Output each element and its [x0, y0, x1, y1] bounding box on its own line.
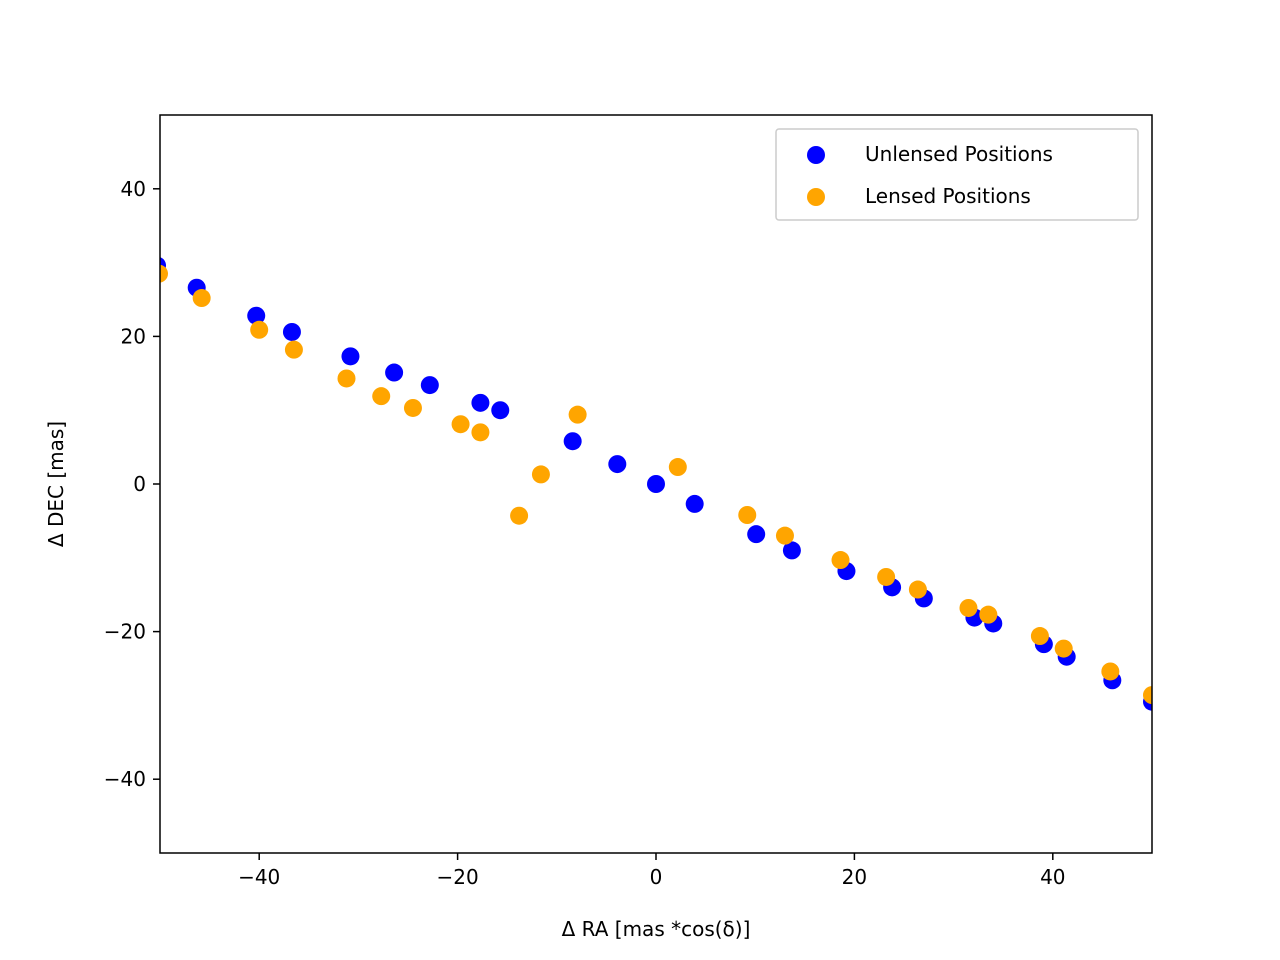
y-tick-label: 40 [121, 177, 146, 201]
legend-label-unlensed: Unlensed Positions [865, 142, 1053, 166]
lensed-point [831, 551, 850, 570]
legend-marker-unlensed [807, 146, 825, 164]
unlensed-point [341, 347, 360, 366]
unlensed-point [563, 432, 582, 451]
plot-marks [160, 257, 1152, 711]
lensed-point [775, 526, 794, 545]
x-axis-ticks: −40 −20 0 20 40 [238, 853, 1066, 889]
lensed-point [403, 398, 422, 417]
lensed-point [284, 340, 303, 359]
y-tick-label: 0 [133, 472, 146, 496]
unlensed-point [420, 376, 439, 395]
lensed-point [471, 423, 490, 442]
y-tick-label: 20 [121, 324, 146, 348]
lensed-point [738, 506, 757, 524]
lensed-point [160, 264, 169, 283]
unlensed-point [247, 306, 266, 325]
lensed-point [1143, 686, 1152, 705]
unlensed-point [685, 494, 704, 513]
legend-box [775, 128, 1139, 221]
lensed-point [192, 289, 211, 308]
lensed-point [337, 369, 356, 388]
lensed-point [877, 567, 896, 586]
unlensed-point [471, 393, 490, 412]
legend: Unlensed Positions Lensed Positions [775, 128, 1139, 221]
lensed-point [451, 415, 470, 434]
legend-marker-lensed [807, 188, 825, 206]
lensed-point [1030, 627, 1049, 646]
lensed-point [1101, 662, 1120, 681]
x-axis-label: Δ RA [mas *cos(δ)] [562, 917, 751, 941]
lensed-point [668, 458, 687, 477]
x-tick-label: 40 [1040, 865, 1065, 889]
lensed-point [250, 320, 269, 339]
lensed-point [979, 605, 998, 624]
unlensed-point [608, 455, 627, 474]
lensed-point [510, 506, 529, 525]
unlensed-point [782, 541, 801, 560]
unlensed-point [491, 401, 510, 420]
x-tick-label: −20 [436, 865, 478, 889]
y-tick-label: −40 [104, 767, 146, 791]
y-axis-ticks: −40 −20 0 20 40 [104, 177, 160, 791]
x-tick-label: 20 [842, 865, 867, 889]
legend-label-lensed: Lensed Positions [865, 184, 1031, 208]
lensed-point [372, 387, 391, 406]
lensed-point [568, 405, 587, 424]
y-axis-label: Δ DEC [mas] [44, 421, 68, 547]
lensed-point [1054, 639, 1073, 658]
lensed-point [959, 598, 978, 617]
unlensed-point [385, 363, 404, 382]
lensed-point [908, 580, 927, 599]
y-tick-label: −20 [104, 620, 146, 644]
x-tick-label: −40 [238, 865, 280, 889]
unlensed-point [747, 525, 766, 544]
unlensed-point [647, 475, 665, 493]
x-tick-label: 0 [650, 865, 663, 889]
lensed-point [531, 465, 550, 484]
unlensed-point [282, 322, 301, 341]
